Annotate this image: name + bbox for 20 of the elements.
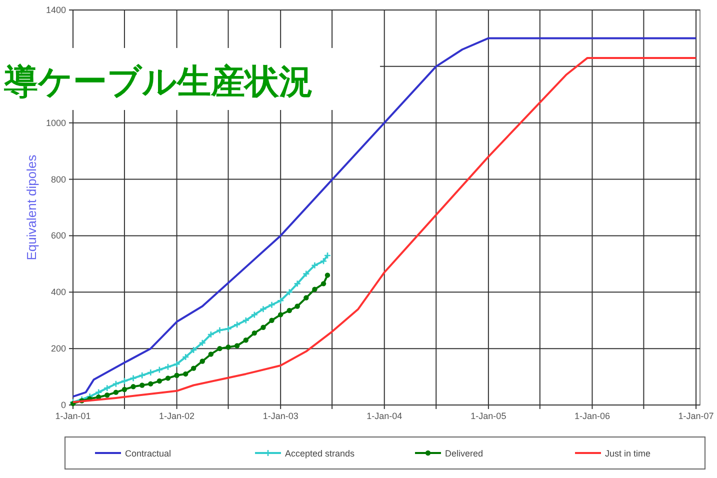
y-tick-label: 1400: [46, 5, 66, 15]
x-tick-label: 1-Jan-07: [678, 411, 714, 421]
x-tick-label: 1-Jan-06: [574, 411, 610, 421]
y-tick-label: 200: [50, 344, 66, 354]
text: 導ケーブル生産状況: [3, 62, 313, 102]
y-tick-label: 800: [50, 174, 66, 184]
y-tick-label: 0: [60, 400, 66, 410]
legend-label: Accepted strands: [285, 448, 356, 458]
y-tick-label: 400: [50, 287, 66, 298]
y-tick-label: 600: [50, 230, 66, 241]
y-tick-label: 1000: [46, 118, 66, 128]
x-tick-label: 1-Jan-01: [55, 411, 91, 421]
x-tick-label: 1-Jan-04: [366, 411, 402, 421]
legend-label: Delivered: [445, 448, 484, 458]
y-axis-title: Equivalent dipoles: [24, 154, 39, 260]
legend-label: Just in time: [605, 448, 651, 458]
x-tick-label: 1-Jan-05: [470, 411, 506, 421]
x-tick-label: 1-Jan-03: [262, 411, 298, 421]
x-tick-label: 1-Jan-02: [159, 411, 195, 421]
legend-label: Contractual: [125, 448, 172, 458]
